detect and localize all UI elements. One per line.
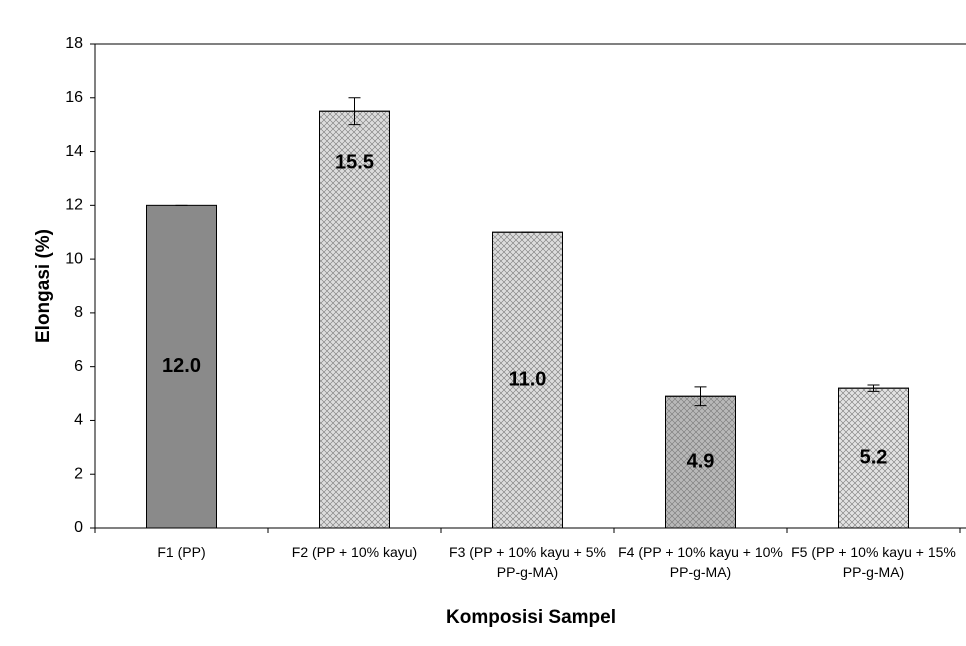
x-tick-label: F5 (PP + 10% kayu + 15% PP-g-MA) bbox=[790, 542, 958, 582]
x-tick-label: F2 (PP + 10% kayu) bbox=[271, 542, 439, 562]
bar-pattern bbox=[320, 111, 390, 528]
value-label: 15.5 bbox=[335, 152, 374, 174]
x-axis-title: Komposisi Sampel bbox=[446, 607, 616, 628]
x-tick-label: F1 (PP) bbox=[98, 542, 266, 562]
y-tick-label: 0 bbox=[74, 519, 83, 536]
y-tick-label: 2 bbox=[74, 465, 83, 482]
x-tick-label: F4 (PP + 10% kayu + 10% PP-g-MA) bbox=[617, 542, 785, 582]
y-tick-label: 18 bbox=[65, 35, 83, 52]
y-tick-label: 12 bbox=[65, 197, 83, 214]
y-tick-label: 8 bbox=[74, 304, 83, 321]
page: Elongasi (%) Komposisi Sampel 0 2 4 6 8 10 12 1… bbox=[0, 0, 966, 646]
value-label: 12.0 bbox=[162, 355, 201, 377]
y-tick-label: 14 bbox=[65, 143, 83, 160]
y-axis-title: Elongasi (%) bbox=[33, 229, 54, 343]
value-label: 4.9 bbox=[687, 450, 715, 472]
y-tick-label: 16 bbox=[65, 89, 83, 106]
value-label: 11.0 bbox=[509, 368, 547, 390]
x-tick-label: F3 (PP + 10% kayu + 5% PP-g-MA) bbox=[444, 542, 612, 582]
value-label: 5.2 bbox=[860, 446, 888, 468]
y-tick-label: 4 bbox=[74, 412, 83, 429]
y-tick-label: 6 bbox=[74, 358, 83, 375]
y-tick-label: 10 bbox=[65, 250, 83, 267]
